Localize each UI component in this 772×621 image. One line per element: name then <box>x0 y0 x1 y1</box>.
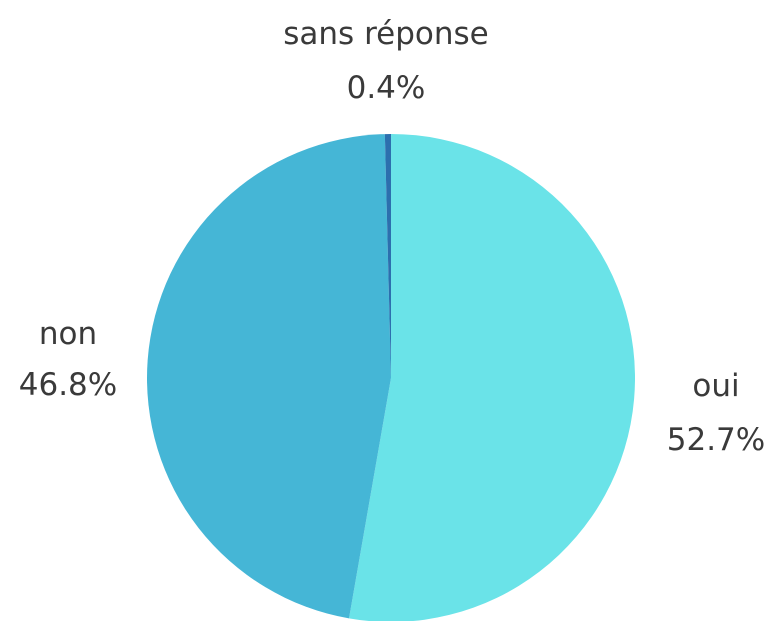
pie-slice-non <box>146 134 391 619</box>
label-sans-reponse-value: 0.4% <box>347 70 426 106</box>
label-sans-reponse: sans réponse 0.4% <box>283 16 488 106</box>
label-non: non 46.8% <box>19 316 117 403</box>
label-sans-reponse-name: sans réponse <box>283 16 488 52</box>
pie-slice-oui <box>349 134 635 621</box>
pie-slice-sans-reponse <box>384 134 391 378</box>
label-non-value: 46.8% <box>19 367 117 403</box>
label-oui-value: 52.7% <box>667 422 765 458</box>
label-oui-name: oui <box>692 368 739 404</box>
label-oui: oui 52.7% <box>667 368 765 458</box>
pie-slices <box>146 134 635 621</box>
label-non-name: non <box>39 316 97 352</box>
